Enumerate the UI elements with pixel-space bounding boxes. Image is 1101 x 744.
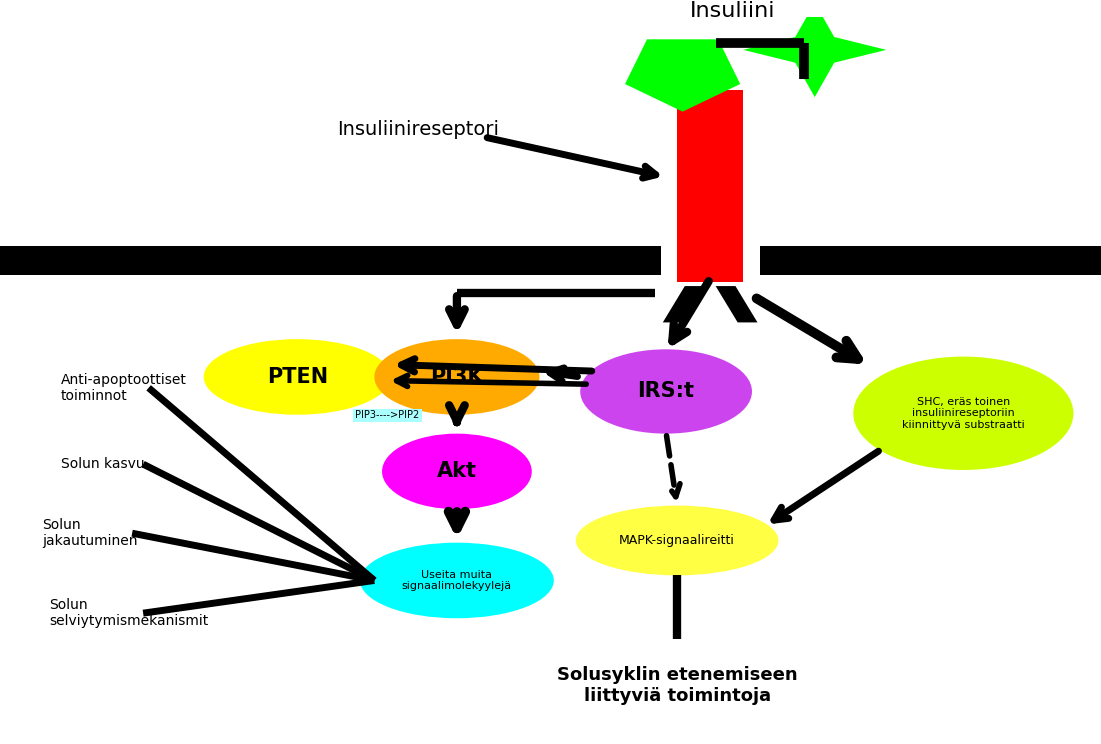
Ellipse shape — [374, 339, 539, 414]
Bar — [677, 90, 743, 283]
Text: Insuliinireseptori: Insuliinireseptori — [337, 121, 500, 139]
Ellipse shape — [360, 542, 554, 618]
Bar — [0, 246, 661, 275]
Text: Solun
selviytymismekanismit: Solun selviytymismekanismit — [50, 598, 209, 628]
Text: Insuliini: Insuliini — [689, 1, 775, 21]
Text: Solusyklin etenemiseen
liittyviä toimintoja: Solusyklin etenemiseen liittyviä toimint… — [557, 667, 797, 705]
Text: Anti-apoptoottiset
toiminnot: Anti-apoptoottiset toiminnot — [61, 373, 186, 403]
Ellipse shape — [382, 434, 532, 509]
Text: PTEN: PTEN — [266, 367, 328, 387]
Bar — [760, 246, 1101, 275]
Text: Solun kasvu: Solun kasvu — [61, 457, 144, 471]
Text: SHC, eräs toinen
insuliinireseptoriin
kiinnittyvä substraatti: SHC, eräs toinen insuliinireseptoriin ki… — [902, 397, 1025, 430]
Polygon shape — [663, 286, 705, 322]
Polygon shape — [716, 286, 757, 322]
Ellipse shape — [853, 356, 1073, 470]
Text: MAPK-signaalireitti: MAPK-signaalireitti — [619, 534, 735, 547]
Text: Useita muita
signaalimolekyylejä: Useita muita signaalimolekyylejä — [402, 570, 512, 591]
Text: Solun
jakautuminen: Solun jakautuminen — [42, 518, 138, 548]
Polygon shape — [625, 39, 740, 112]
Text: Akt: Akt — [437, 461, 477, 481]
Polygon shape — [743, 2, 886, 97]
Text: IRS:t: IRS:t — [637, 382, 695, 402]
Text: PIP3---->PIP2: PIP3---->PIP2 — [356, 411, 419, 420]
Ellipse shape — [576, 506, 778, 575]
Text: PI3K: PI3K — [430, 367, 483, 387]
Ellipse shape — [580, 350, 752, 434]
Ellipse shape — [204, 339, 391, 414]
